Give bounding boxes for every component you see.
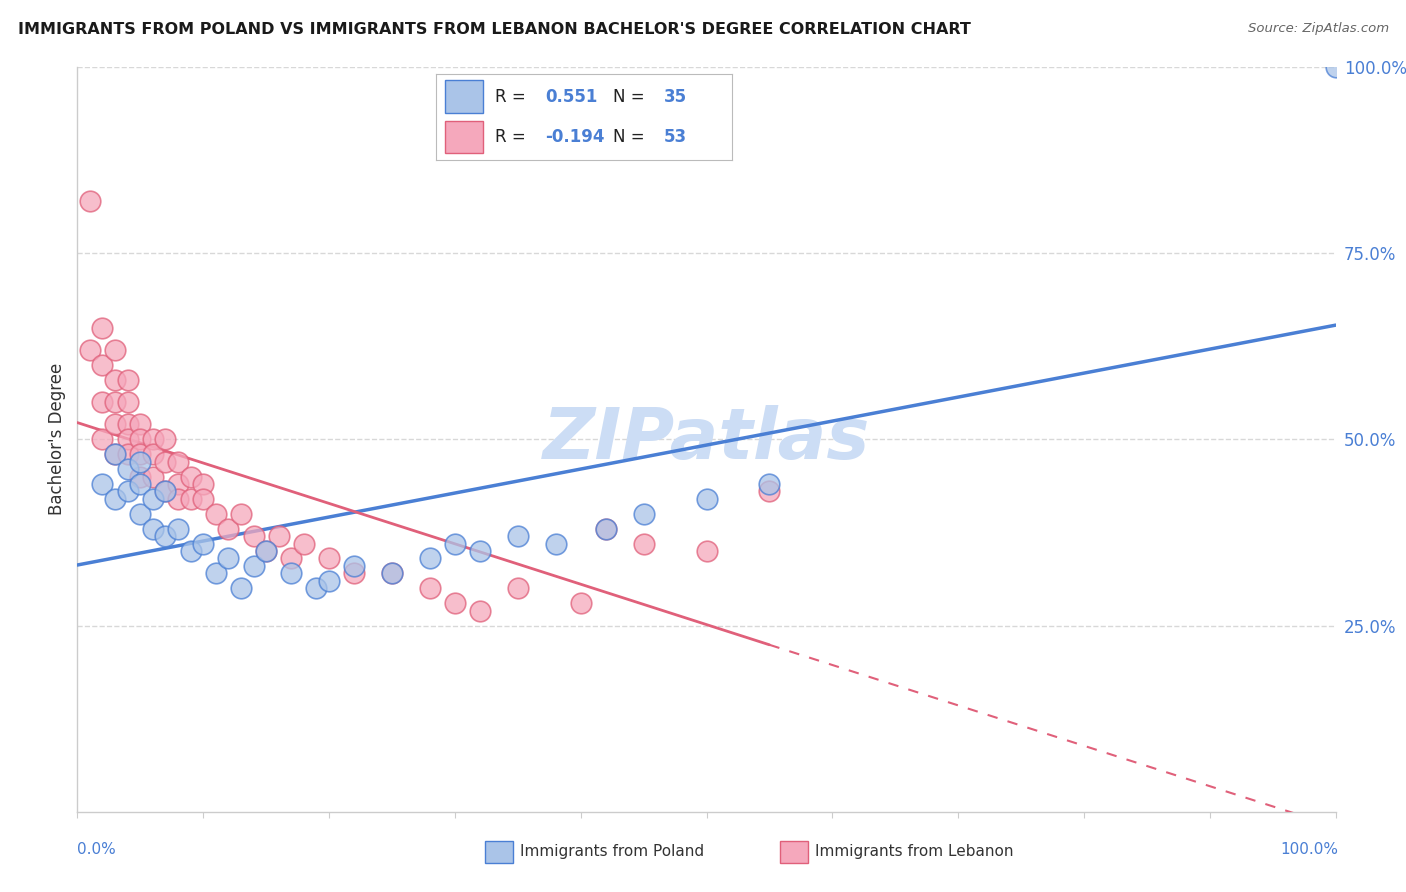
Point [267, 529, 290, 543]
Text: Source: ZipAtlas.com: Source: ZipAtlas.com [1249, 22, 1389, 36]
Point [142, 447, 165, 461]
Text: ZIPatlas: ZIPatlas [543, 405, 870, 474]
Point [117, 395, 139, 409]
Point [468, 544, 491, 558]
Point [155, 529, 177, 543]
Point [242, 529, 264, 543]
Point [91, 320, 114, 334]
Point [91, 395, 114, 409]
Point [104, 417, 127, 432]
Point [419, 582, 441, 596]
Point [343, 558, 366, 573]
Point [91, 477, 114, 491]
Point [191, 477, 215, 491]
Point [91, 358, 114, 372]
Point [104, 491, 127, 506]
Point [104, 373, 127, 387]
Point [569, 596, 592, 610]
Point [142, 491, 165, 506]
Point [129, 507, 152, 521]
Point [129, 455, 152, 469]
Point [155, 484, 177, 499]
Point [180, 469, 202, 483]
Point [381, 566, 404, 581]
Point [79, 343, 101, 357]
Point [468, 604, 491, 618]
Text: Immigrants from Poland: Immigrants from Poland [520, 845, 704, 859]
Point [91, 433, 114, 447]
Point [595, 522, 617, 536]
Point [254, 544, 277, 558]
Point [318, 574, 340, 588]
Point [696, 491, 718, 506]
Point [79, 194, 101, 208]
Point [117, 433, 139, 447]
Point [633, 536, 655, 550]
Point [318, 551, 340, 566]
Point [142, 469, 165, 483]
Text: Immigrants from Lebanon: Immigrants from Lebanon [815, 845, 1014, 859]
Point [180, 491, 202, 506]
Point [204, 566, 226, 581]
Point [280, 566, 302, 581]
Point [104, 447, 127, 461]
Text: 0.0%: 0.0% [77, 842, 117, 856]
Point [595, 522, 617, 536]
Point [217, 551, 239, 566]
Point [204, 507, 226, 521]
Point [381, 566, 404, 581]
Point [117, 447, 139, 461]
Point [117, 417, 139, 432]
Point [419, 551, 441, 566]
Point [229, 507, 252, 521]
Point [167, 522, 190, 536]
Point [167, 491, 190, 506]
Point [129, 433, 152, 447]
Point [254, 544, 277, 558]
Point [191, 491, 215, 506]
Point [305, 582, 328, 596]
Point [167, 455, 190, 469]
Text: 100.0%: 100.0% [1281, 842, 1339, 856]
Point [129, 477, 152, 491]
Point [544, 536, 567, 550]
Point [129, 447, 152, 461]
Point [104, 447, 127, 461]
Point [155, 433, 177, 447]
Point [142, 522, 165, 536]
Point [217, 522, 239, 536]
Y-axis label: Bachelor's Degree: Bachelor's Degree [48, 363, 66, 516]
Point [117, 484, 139, 499]
Point [180, 544, 202, 558]
Point [444, 536, 467, 550]
Point [229, 582, 252, 596]
Point [117, 373, 139, 387]
Point [129, 417, 152, 432]
Point [117, 462, 139, 476]
Point [343, 566, 366, 581]
Point [633, 507, 655, 521]
Point [242, 558, 264, 573]
Point [506, 582, 529, 596]
Point [696, 544, 718, 558]
Point [129, 469, 152, 483]
Point [155, 484, 177, 499]
Point [155, 455, 177, 469]
Text: IMMIGRANTS FROM POLAND VS IMMIGRANTS FROM LEBANON BACHELOR'S DEGREE CORRELATION : IMMIGRANTS FROM POLAND VS IMMIGRANTS FRO… [18, 22, 972, 37]
Point [444, 596, 467, 610]
Point [1324, 60, 1347, 74]
Point [142, 433, 165, 447]
Point [506, 529, 529, 543]
Point [104, 343, 127, 357]
Point [191, 536, 215, 550]
Point [167, 477, 190, 491]
Point [104, 395, 127, 409]
Point [292, 536, 315, 550]
Point [758, 484, 780, 499]
Point [280, 551, 302, 566]
Point [758, 477, 780, 491]
